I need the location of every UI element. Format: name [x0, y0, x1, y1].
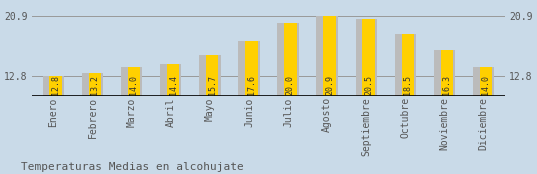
Bar	[128, 68, 140, 96]
Bar	[42, 76, 64, 96]
Bar	[121, 68, 142, 96]
Text: 15.7: 15.7	[208, 75, 216, 95]
Bar	[277, 23, 299, 96]
Bar	[434, 50, 455, 96]
Text: 14.4: 14.4	[169, 75, 178, 95]
Bar	[284, 23, 296, 96]
Bar	[362, 19, 375, 96]
Bar	[89, 73, 101, 96]
Text: 14.0: 14.0	[482, 75, 490, 95]
Text: 12.8: 12.8	[51, 75, 60, 95]
Bar	[199, 55, 221, 96]
Bar	[167, 65, 179, 96]
Bar	[402, 34, 414, 96]
Text: 14.0: 14.0	[129, 75, 139, 95]
Bar	[316, 16, 338, 96]
Bar	[480, 68, 492, 96]
Text: 13.2: 13.2	[90, 75, 99, 95]
Text: 18.5: 18.5	[403, 75, 412, 95]
Bar	[473, 68, 495, 96]
Bar	[82, 73, 103, 96]
Bar	[441, 50, 453, 96]
Bar	[245, 41, 258, 96]
Text: 20.5: 20.5	[364, 75, 373, 95]
Text: Temperaturas Medias en alcohujate: Temperaturas Medias en alcohujate	[21, 162, 244, 172]
Text: 20.0: 20.0	[286, 75, 295, 95]
Text: 17.6: 17.6	[247, 75, 256, 95]
Bar	[49, 76, 62, 96]
Text: 16.3: 16.3	[442, 75, 452, 95]
Bar	[160, 65, 182, 96]
Bar	[395, 34, 416, 96]
Text: 20.9: 20.9	[325, 75, 334, 95]
Bar	[238, 41, 260, 96]
Bar	[323, 16, 336, 96]
Bar	[206, 55, 219, 96]
Bar	[355, 19, 377, 96]
